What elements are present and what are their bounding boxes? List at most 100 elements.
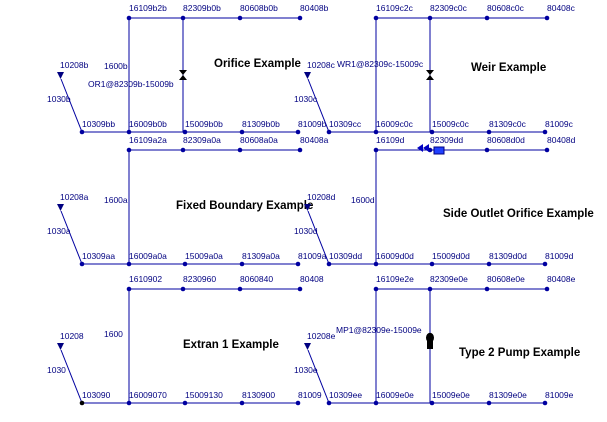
inflow-marker [304,72,311,79]
node-label: 8060840 [240,274,273,284]
link-label: 1030e [294,365,318,375]
node-label: 81309a0a [242,251,280,261]
node [373,15,379,21]
node [544,147,550,153]
node-label: 82309e0e [430,274,468,284]
node-label: 16109e2e [376,274,414,284]
node [295,129,301,135]
node-label: 16009e0e [376,390,414,400]
node-label: 10208c [307,60,336,70]
inflow-marker [304,204,311,211]
node [427,15,433,21]
node-label: 10309aa [82,251,115,261]
node [237,147,243,153]
node [237,286,243,292]
node [542,261,548,267]
node [373,147,379,153]
node-label: 103090 [82,390,111,400]
panel-title: Orifice Example [214,58,301,70]
pipe [307,78,330,133]
orifice-icon [433,146,445,155]
node-label: 10309cc [329,119,362,129]
node [429,400,435,406]
link-label: 1600a [104,195,128,205]
node [544,15,550,21]
node [486,129,492,135]
node-label: 10208b [60,60,89,70]
node-label: 81309e0e [489,390,527,400]
node-label: 81009a [298,251,327,261]
node-label: 82309dd [430,135,463,145]
node [126,400,132,406]
node [544,286,550,292]
node-label: 16109b2b [129,3,167,13]
link-label: 1030d [294,226,318,236]
node-label: 15009d0d [432,251,470,261]
pipe [60,210,83,265]
node [237,15,243,21]
node [429,261,435,267]
node-label: 80408a [300,135,329,145]
device-label: OR1@82309b-15009b [88,79,174,89]
node-label: 15009b0b [185,119,223,129]
node [373,286,379,292]
node [297,147,303,153]
node [373,261,379,267]
pipe [307,349,330,404]
node [79,261,85,267]
pipe [60,78,83,133]
node-label: 10309dd [329,251,362,261]
node-label: 16009b0b [129,119,167,129]
node [484,15,490,21]
node-label: 10309bb [82,119,115,129]
node [326,400,332,406]
pipe [307,210,330,265]
node-label: 10208e [307,331,336,341]
node-label: 80408c [547,3,576,13]
node [79,129,85,135]
node [239,261,245,267]
node-label: 81309d0d [489,251,527,261]
node-label: 81309b0b [242,119,280,129]
node [486,261,492,267]
node-label: 80608d0d [487,135,525,145]
node-label: 15009a0a [185,251,223,261]
node [429,129,435,135]
node [126,15,132,21]
valve-icon [179,70,187,80]
node [126,147,132,153]
node-label: 81009d [545,251,574,261]
node [239,129,245,135]
link-label: 1030b [47,94,71,104]
node-label: 8230960 [183,274,216,284]
panel-title: Weir Example [471,62,546,74]
node [373,400,379,406]
node [180,15,186,21]
link-label: 1030c [294,94,318,104]
node [484,286,490,292]
panel-title: Side Outlet Orifice Example [443,208,594,220]
node-label: 82309a0a [183,135,221,145]
node [180,286,186,292]
inflow-marker [57,72,64,79]
inflow-marker [304,343,311,350]
node-label: 80608c0c [487,3,525,13]
node-label: 80408b [300,3,329,13]
node [182,261,188,267]
node-label: 16109c2c [376,3,414,13]
node [542,400,548,406]
node [239,400,245,406]
node-label: 16009d0d [376,251,414,261]
node-label: 16009c0c [376,119,414,129]
node [295,400,301,406]
node [126,286,132,292]
link-label: 1030a [47,226,71,236]
node-label: 80408e [547,274,576,284]
node-label: 81009e [545,390,574,400]
node-label: 10208 [60,331,84,341]
node [326,261,332,267]
link-label: 1030 [47,365,66,375]
node-label: 8130900 [242,390,275,400]
node [373,129,379,135]
